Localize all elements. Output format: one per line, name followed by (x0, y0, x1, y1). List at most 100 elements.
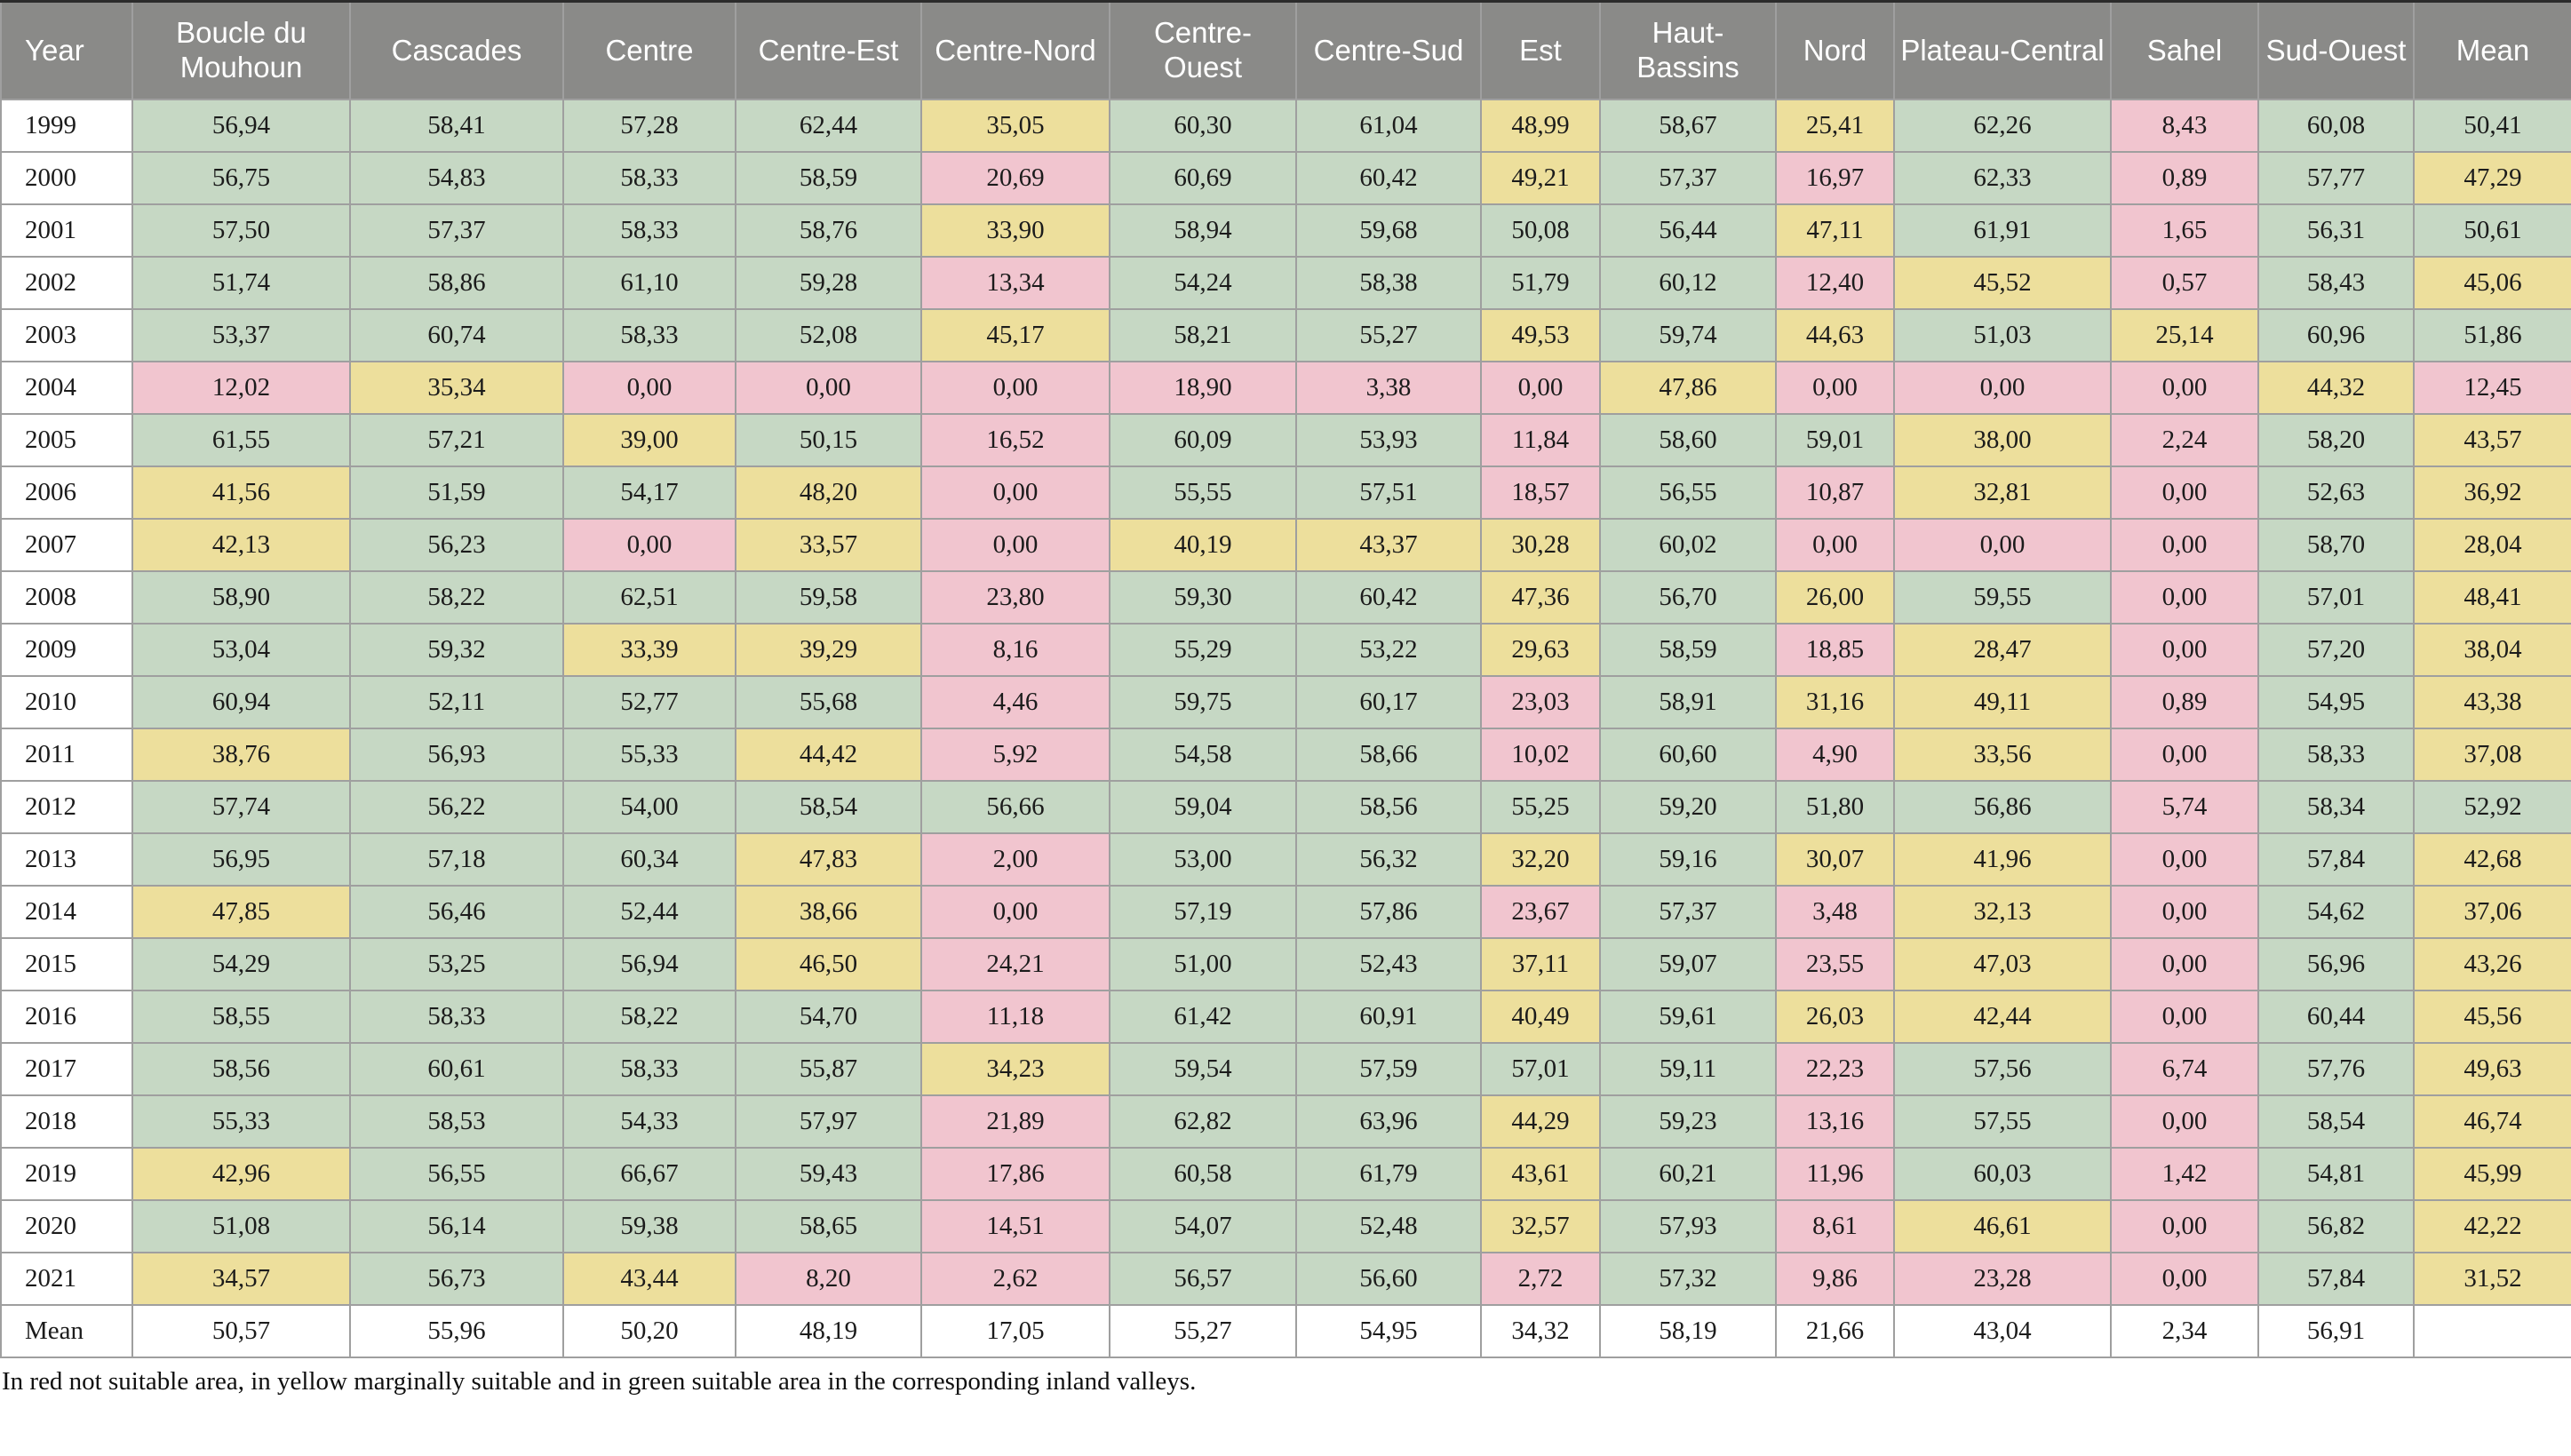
year-cell: 2018 (0, 1094, 133, 1149)
value-cell: 59,07 (1599, 937, 1777, 991)
value-cell: 61,04 (1295, 99, 1482, 153)
value-cell: 59,28 (735, 256, 922, 310)
value-cell: 60,12 (1599, 256, 1777, 310)
year-cell: 2016 (0, 990, 133, 1044)
value-cell: 59,58 (735, 570, 922, 625)
value-cell: 51,80 (1775, 780, 1895, 834)
table-row: 2003 53,37 60,74 58,33 52,08 45,17 58,21 55,27 4… (0, 308, 2571, 362)
value-cell: 53,00 (1109, 832, 1297, 887)
value-cell: 42,13 (131, 518, 351, 572)
value-cell: 30,07 (1775, 832, 1895, 887)
value-cell: 58,38 (1295, 256, 1482, 310)
year-cell: 2001 (0, 203, 133, 258)
value-cell: 47,29 (2413, 151, 2571, 205)
value-cell: 0,57 (2110, 256, 2259, 310)
value-cell: 57,50 (131, 203, 351, 258)
value-cell: 45,17 (920, 308, 1110, 362)
value-cell: 58,20 (2257, 413, 2415, 467)
table-row: 2009 53,04 59,32 33,39 39,29 8,16 55,29 53,22 29… (0, 623, 2571, 677)
table-row: 2018 55,33 58,53 54,33 57,97 21,89 62,82 63,96 4… (0, 1094, 2571, 1149)
value-cell: 61,55 (131, 413, 351, 467)
value-cell: 4,46 (920, 675, 1110, 729)
value-cell: 58,54 (735, 780, 922, 834)
value-cell: 58,22 (349, 570, 564, 625)
value-cell: 30,28 (1480, 518, 1601, 572)
value-cell: 51,00 (1109, 937, 1297, 991)
value-cell: 56,57 (1109, 1252, 1297, 1306)
value-cell: 0,00 (562, 518, 736, 572)
value-cell: 26,03 (1775, 990, 1895, 1044)
value-cell: 59,68 (1295, 203, 1482, 258)
value-cell: 1,42 (2110, 1147, 2259, 1201)
value-cell: 57,93 (1599, 1199, 1777, 1253)
year-cell: 2002 (0, 256, 133, 310)
year-cell: 2013 (0, 832, 133, 887)
year-cell: 2011 (0, 728, 133, 782)
value-cell: 47,36 (1480, 570, 1601, 625)
value-cell: 0,00 (1893, 361, 2112, 415)
value-cell (2413, 1304, 2571, 1358)
value-cell: 54,95 (2257, 675, 2415, 729)
value-cell: 55,27 (1109, 1304, 1297, 1358)
value-cell: 0,00 (2110, 465, 2259, 520)
value-cell: 12,02 (131, 361, 351, 415)
value-cell: 61,79 (1295, 1147, 1482, 1201)
value-cell: 20,69 (920, 151, 1110, 205)
value-cell: 46,61 (1893, 1199, 2112, 1253)
value-cell: 62,44 (735, 99, 922, 153)
value-cell: 56,93 (349, 728, 564, 782)
table-row: 2012 57,74 56,22 54,00 58,54 56,66 59,04 58,56 5… (0, 780, 2571, 834)
value-cell: 8,20 (735, 1252, 922, 1306)
value-cell: 56,86 (1893, 780, 2112, 834)
value-cell: 59,11 (1599, 1042, 1777, 1096)
value-cell: 33,39 (562, 623, 736, 677)
value-cell: 51,59 (349, 465, 564, 520)
value-cell: 58,55 (131, 990, 351, 1044)
value-cell: 45,99 (2413, 1147, 2571, 1201)
value-cell: 60,61 (349, 1042, 564, 1096)
value-cell: 54,62 (2257, 885, 2415, 939)
year-cell: 2000 (0, 151, 133, 205)
value-cell: 54,95 (1295, 1304, 1482, 1358)
year-cell: 2015 (0, 937, 133, 991)
value-cell: 2,24 (2110, 413, 2259, 467)
value-cell: 59,55 (1893, 570, 2112, 625)
value-cell: 48,99 (1480, 99, 1601, 153)
table-row: 2005 61,55 57,21 39,00 50,15 16,52 60,09 53,93 1… (0, 413, 2571, 467)
value-cell: 48,19 (735, 1304, 922, 1358)
value-cell: 49,63 (2413, 1042, 2571, 1096)
value-cell: 35,05 (920, 99, 1110, 153)
value-cell: 8,61 (1775, 1199, 1895, 1253)
value-cell: 51,86 (2413, 308, 2571, 362)
value-cell: 57,20 (2257, 623, 2415, 677)
column-header: Sud-Ouest (2257, 0, 2415, 100)
value-cell: 45,06 (2413, 256, 2571, 310)
value-cell: 58,65 (735, 1199, 922, 1253)
value-cell: 56,31 (2257, 203, 2415, 258)
value-cell: 59,23 (1599, 1094, 1777, 1149)
value-cell: 60,21 (1599, 1147, 1777, 1201)
value-cell: 58,33 (562, 203, 736, 258)
value-cell: 58,19 (1599, 1304, 1777, 1358)
table-row: 2020 51,08 56,14 59,38 58,65 14,51 54,07 52,48 3… (0, 1199, 2571, 1253)
value-cell: 32,81 (1893, 465, 2112, 520)
value-cell: 42,96 (131, 1147, 351, 1201)
value-cell: 58,91 (1599, 675, 1777, 729)
value-cell: 34,32 (1480, 1304, 1601, 1358)
value-cell: 57,59 (1295, 1042, 1482, 1096)
value-cell: 23,28 (1893, 1252, 2112, 1306)
value-cell: 55,55 (1109, 465, 1297, 520)
year-cell: 2014 (0, 885, 133, 939)
value-cell: 33,56 (1893, 728, 2112, 782)
value-cell: 32,20 (1480, 832, 1601, 887)
value-cell: 57,21 (349, 413, 564, 467)
value-cell: 0,00 (562, 361, 736, 415)
value-cell: 43,26 (2413, 937, 2571, 991)
value-cell: 33,90 (920, 203, 1110, 258)
value-cell: 0,00 (2110, 937, 2259, 991)
value-cell: 58,53 (349, 1094, 564, 1149)
value-cell: 57,37 (1599, 885, 1777, 939)
value-cell: 42,68 (2413, 832, 2571, 887)
value-cell: 43,38 (2413, 675, 2571, 729)
value-cell: 35,34 (349, 361, 564, 415)
